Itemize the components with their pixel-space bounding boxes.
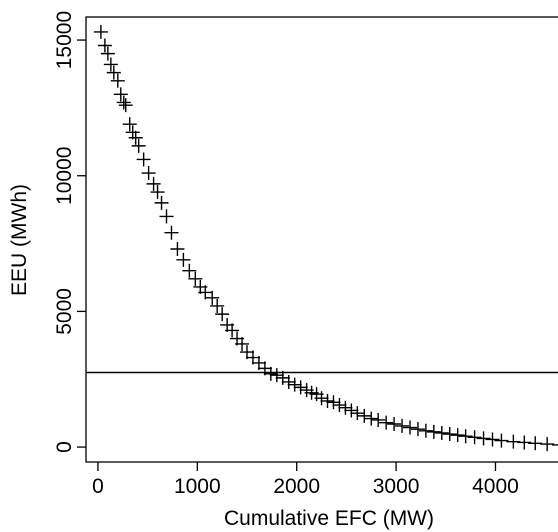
data-point bbox=[103, 57, 118, 72]
data-point bbox=[97, 38, 112, 53]
data-point bbox=[350, 406, 365, 421]
data-point bbox=[338, 400, 353, 415]
data-point bbox=[154, 195, 169, 210]
data-point bbox=[110, 73, 125, 88]
data-point bbox=[458, 429, 473, 444]
data-point bbox=[116, 95, 131, 110]
x-tick-label: 2000 bbox=[273, 475, 320, 498]
data-point bbox=[517, 435, 532, 450]
data-point bbox=[125, 125, 140, 140]
data-point bbox=[210, 298, 225, 313]
data-point bbox=[387, 417, 402, 432]
data-point bbox=[314, 391, 329, 406]
data-point bbox=[225, 323, 240, 338]
data-point bbox=[450, 428, 465, 443]
data-point bbox=[418, 423, 433, 438]
data-point bbox=[357, 408, 372, 423]
data-point bbox=[320, 393, 335, 408]
data-point bbox=[410, 422, 425, 437]
data-point bbox=[146, 176, 161, 191]
data-point bbox=[467, 430, 482, 445]
data-point bbox=[434, 425, 449, 440]
data-point bbox=[476, 431, 491, 446]
data-point bbox=[141, 166, 156, 181]
data-point bbox=[281, 374, 296, 389]
data-point bbox=[113, 87, 128, 102]
data-point bbox=[263, 366, 278, 381]
data-point bbox=[122, 117, 137, 132]
x-tick-label: 4000 bbox=[472, 475, 519, 498]
x-axis-label: Cumulative EFC (MW) bbox=[224, 507, 434, 530]
x-axis: 0 1000 2000 3000 4000 bbox=[92, 462, 519, 498]
y-tick-label: 15000 bbox=[53, 11, 76, 69]
y-tick-label: 10000 bbox=[53, 147, 76, 205]
data-point bbox=[332, 398, 347, 413]
data-point bbox=[245, 350, 260, 365]
data-point bbox=[485, 432, 500, 447]
data-point bbox=[540, 437, 555, 452]
data-point bbox=[118, 98, 133, 113]
data-point bbox=[159, 209, 174, 224]
data-point bbox=[235, 336, 250, 351]
data-point bbox=[344, 403, 359, 418]
data-point bbox=[136, 152, 151, 167]
data-point bbox=[379, 415, 394, 430]
data-points bbox=[93, 24, 558, 452]
data-point bbox=[371, 412, 386, 427]
data-point bbox=[198, 285, 213, 300]
data-point bbox=[131, 138, 146, 153]
data-point bbox=[364, 411, 379, 426]
data-point bbox=[395, 418, 410, 433]
data-point bbox=[293, 380, 308, 395]
x-tick-label: 3000 bbox=[373, 475, 420, 498]
data-point bbox=[494, 433, 509, 448]
data-point bbox=[182, 263, 197, 278]
y-axis: 0 5000 10000 15000 bbox=[53, 11, 86, 453]
y-axis-label: EEU (MWh) bbox=[8, 184, 31, 296]
y-tick-label: 0 bbox=[53, 441, 76, 453]
data-point bbox=[128, 130, 143, 145]
data-point bbox=[403, 420, 417, 435]
data-point bbox=[150, 185, 165, 200]
x-tick-label: 0 bbox=[92, 475, 104, 498]
y-tick-label: 5000 bbox=[53, 288, 76, 335]
data-point bbox=[287, 377, 302, 392]
data-point bbox=[176, 252, 191, 267]
data-point bbox=[442, 427, 457, 442]
data-point bbox=[251, 355, 266, 370]
data-point bbox=[426, 424, 441, 439]
data-point bbox=[240, 345, 255, 360]
data-point bbox=[100, 46, 115, 61]
data-point bbox=[552, 444, 558, 446]
plot-frame bbox=[85, 16, 558, 463]
data-point bbox=[326, 395, 341, 410]
data-point bbox=[506, 434, 521, 449]
x-tick-label: 1000 bbox=[174, 475, 221, 498]
data-point bbox=[528, 436, 543, 451]
data-point bbox=[215, 307, 230, 322]
data-point bbox=[106, 65, 121, 80]
data-point bbox=[269, 368, 284, 383]
data-point bbox=[164, 225, 179, 240]
data-point bbox=[170, 241, 185, 256]
data-point bbox=[205, 290, 220, 305]
data-point bbox=[188, 271, 203, 286]
data-point bbox=[93, 24, 108, 39]
